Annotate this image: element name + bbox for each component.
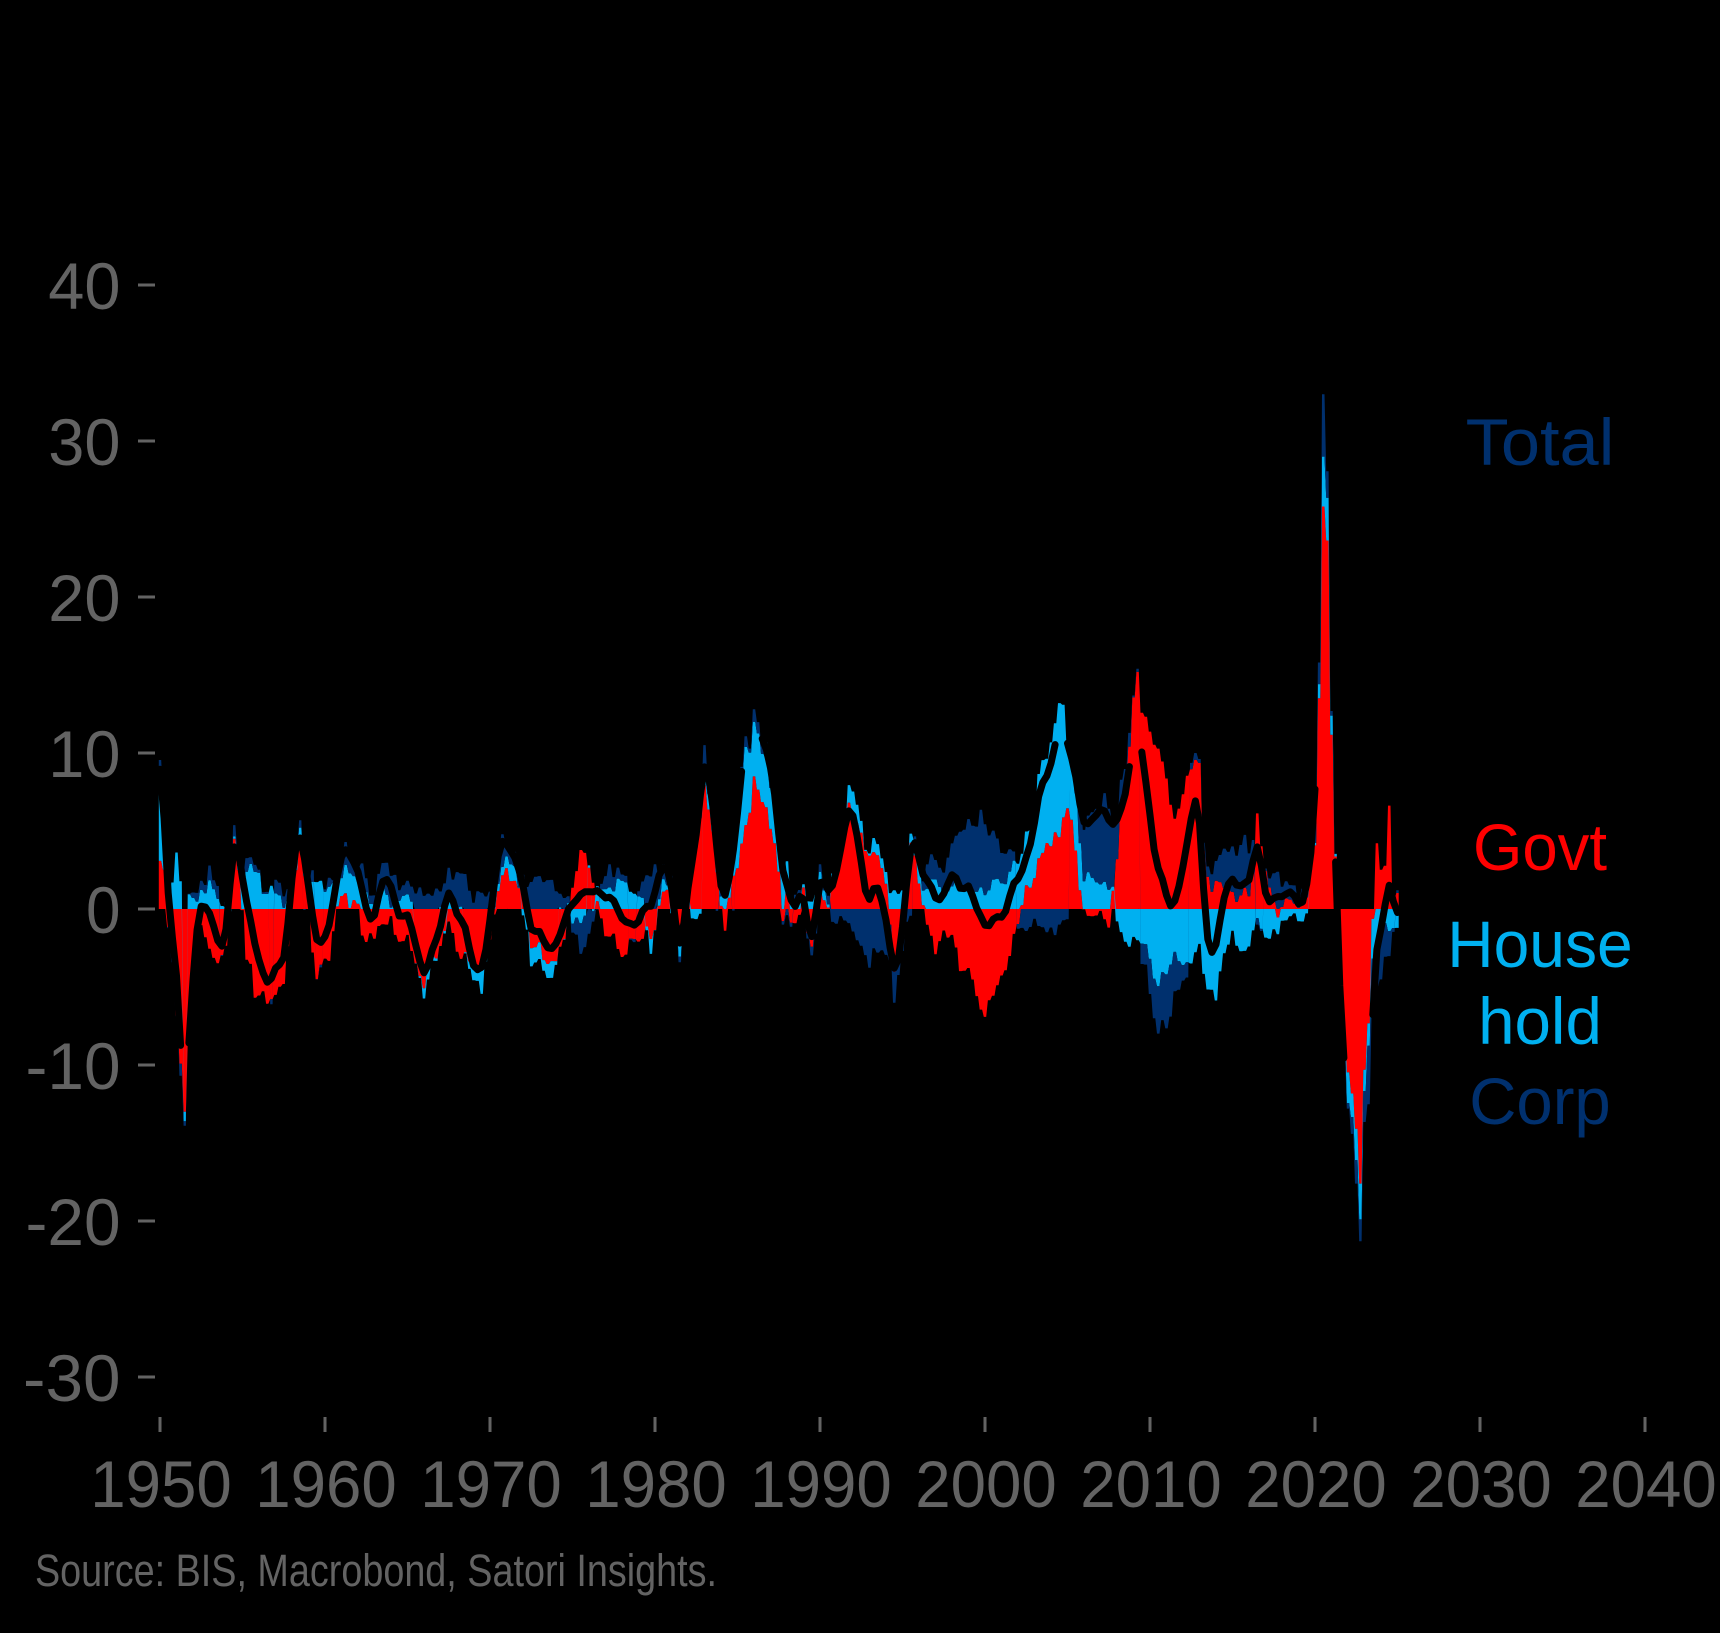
svg-text:Total: Total (1466, 405, 1615, 479)
svg-text:-20: -20 (26, 1185, 121, 1259)
svg-text:1950: 1950 (90, 1447, 232, 1521)
svg-text:30: 30 (48, 405, 120, 479)
svg-text:40: 40 (48, 249, 120, 323)
svg-text:2010: 2010 (1080, 1447, 1222, 1521)
svg-text:hold: hold (1478, 984, 1602, 1058)
svg-text:2040: 2040 (1575, 1447, 1717, 1521)
svg-text:-30: -30 (23, 1341, 120, 1415)
svg-text:-10: -10 (26, 1029, 121, 1103)
svg-text:Source: BIS, Macrobond, Satori: Source: BIS, Macrobond, Satori Insights. (35, 1545, 717, 1596)
svg-text:0: 0 (86, 873, 121, 947)
svg-text:Corp: Corp (1469, 1064, 1611, 1138)
svg-text:1970: 1970 (420, 1447, 562, 1521)
svg-text:House: House (1447, 907, 1632, 981)
svg-text:1990: 1990 (750, 1447, 892, 1521)
svg-text:2020: 2020 (1245, 1447, 1387, 1521)
svg-text:2030: 2030 (1410, 1447, 1552, 1521)
svg-text:1960: 1960 (255, 1447, 397, 1521)
svg-text:Govt: Govt (1473, 810, 1607, 884)
svg-text:20: 20 (48, 561, 120, 635)
svg-text:10: 10 (48, 717, 120, 791)
svg-text:2000: 2000 (915, 1447, 1057, 1521)
svg-text:1980: 1980 (585, 1447, 727, 1521)
